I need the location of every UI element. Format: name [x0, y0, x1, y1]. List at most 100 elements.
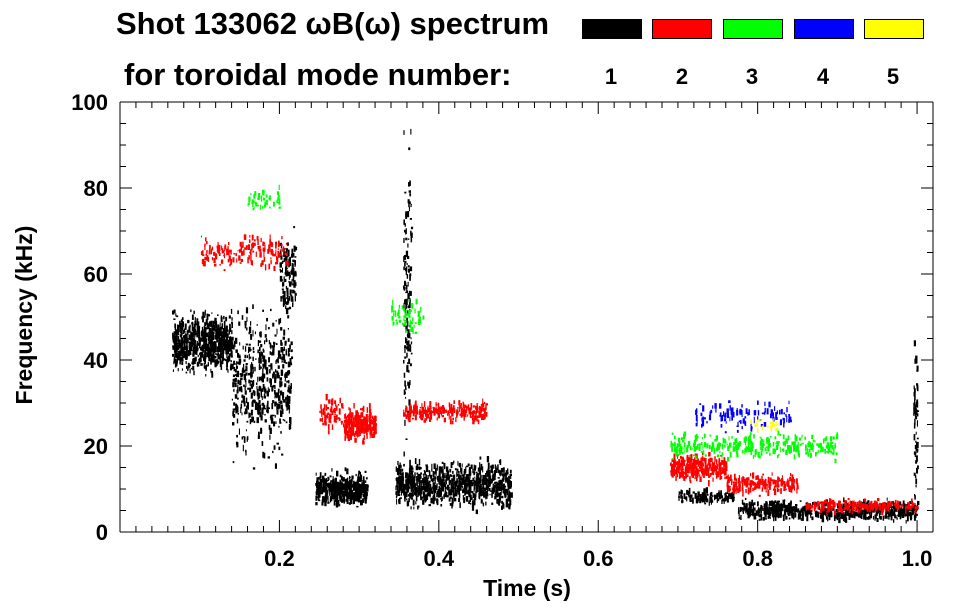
spectrum-point-n1-r7	[753, 507, 756, 511]
spectrum-point-n1-r1	[289, 344, 291, 350]
spectrum-point-n1-r7	[915, 513, 918, 516]
spectrum-point-n1-r3	[337, 487, 340, 493]
spectrum-point-n1-r4	[473, 466, 476, 471]
spectrum-point-n1-r4	[482, 479, 485, 485]
spectrum-point-n1-r1	[252, 347, 255, 351]
spectrum-point-n1-r0	[205, 327, 208, 330]
spectrum-point-n2-r2	[339, 397, 341, 404]
spectrum-point-n2-r5	[773, 485, 776, 491]
spectrum-point-n1-r6	[690, 494, 693, 498]
spectrum-point-n2-r4	[718, 464, 721, 469]
spectrum-point-n1-r7	[738, 516, 741, 519]
spectrum-point-n2-r1	[348, 423, 351, 429]
spectrum-point-n1-r4	[448, 479, 452, 484]
spectrum-point-n1-r1	[233, 363, 236, 365]
spectrum-point-n1-r1	[278, 446, 281, 451]
spectrum-point-n1-r1	[272, 450, 274, 454]
spectrum-point-n1-r0	[198, 337, 200, 341]
spectrum-point-n1-r4	[429, 488, 432, 493]
spectrum-point-n2-r0	[240, 246, 243, 248]
spectrum-point-n1-r0	[197, 328, 200, 333]
spectrum-point-n1-r3	[328, 489, 330, 496]
spectrum-point-n1-r4	[405, 492, 408, 498]
spectrum-point-n1-r6	[706, 498, 709, 502]
spectrum-point-n1-r1	[285, 401, 288, 406]
spectrum-point-n1-r1	[284, 341, 287, 346]
spectrum-point-n1-r0	[224, 329, 227, 332]
spectrum-point-n1-r1	[259, 351, 261, 358]
spectrum-point-n2-r5	[762, 481, 765, 487]
spectrum-point-n2-r0	[272, 253, 275, 257]
spectrum-point-n2-r4	[691, 474, 693, 477]
spectrum-point-n2-r1	[359, 426, 362, 430]
spectrum-point-n1-r4	[479, 456, 482, 460]
spectrum-point-n1-r6	[681, 500, 684, 503]
spectrum-point-n2-r4	[721, 471, 724, 474]
spectrum-point-n1-r1	[265, 369, 269, 375]
spectrum-point-n1-r4	[397, 494, 401, 496]
spectrum-point-n2-r1	[366, 433, 368, 439]
spectrum-point-n1-r1	[290, 383, 292, 389]
spectrum-point-n2-r3	[412, 417, 414, 420]
spectrum-point-n1-r4	[450, 462, 453, 469]
spectrum-point-n2-r0	[228, 242, 230, 246]
spectrum-point-n1-r4	[423, 474, 425, 481]
spectrum-point-n2-r0	[204, 246, 206, 251]
spectrum-point-n1-r4	[452, 486, 454, 491]
spectrum-point-n1-r0	[226, 360, 228, 367]
spectrum-point-n1-r1	[274, 396, 276, 399]
spectrum-point-n1-r0	[172, 332, 174, 337]
spectrum-point-n1-r1	[241, 412, 243, 416]
spectrum-point-n1-r2	[281, 262, 284, 264]
spectrum-point-n1-r4	[425, 495, 427, 497]
spectrum-point-n1-r3	[331, 482, 334, 487]
spectrum-point-n2-r2	[338, 408, 341, 415]
spectrum-point-n1-r6	[732, 496, 735, 501]
spectrum-point-n1-r0	[188, 346, 191, 350]
spectrum-point-n1-r7	[822, 513, 824, 520]
spectrum-point-n2-r1	[374, 428, 377, 435]
spectrum-point-n2-r3	[441, 406, 444, 412]
spectrum-point-n2-r1	[363, 427, 365, 432]
spectrum-point-n1-r0	[227, 333, 229, 339]
spectrum-point-n1-r7	[854, 512, 857, 516]
spectrum-point-n2-r3	[485, 403, 488, 406]
spectrum-point-n1-r4	[448, 489, 450, 496]
spectrum-point-n1-r5	[410, 337, 412, 340]
spectrum-point-n2-r4	[681, 469, 684, 475]
spectrum-point-n1-r0	[207, 343, 210, 346]
spectrum-point-n1-r4	[420, 472, 422, 475]
spectrum-point-n1-r4	[423, 495, 425, 501]
spectrum-point-n2-r2	[325, 393, 328, 401]
spectrum-point-n1-r4	[433, 491, 436, 498]
spectrum-point-n1-r3	[316, 477, 318, 483]
spectrum-point-n1-r1	[232, 411, 235, 417]
spectrum-point-n1-r4	[408, 498, 410, 503]
spectrum-point-n2-r5	[743, 479, 746, 485]
spectrum-point-n2-r3	[440, 410, 443, 415]
spectrum-point-n1-r1	[256, 385, 258, 390]
spectrum-point-n1-r5	[405, 384, 407, 390]
spectrum-point-n1-r4	[471, 482, 474, 485]
spectrum-point-n1-r4	[458, 475, 461, 479]
spectrum-point-n1-r4	[403, 463, 405, 467]
spectrum-point-n1-r4	[453, 491, 455, 496]
spectrum-point-n1-r0	[223, 315, 225, 320]
spectrum-point-n1-r3	[330, 484, 332, 489]
spectrum-point-n1-r4	[412, 489, 415, 493]
spectrum-point-n1-r1	[264, 407, 267, 410]
spectrum-point-n1-r1	[241, 315, 244, 320]
spectrum-point-n1-r4	[490, 465, 492, 469]
spectrum-point-n1-r0	[222, 351, 224, 358]
spectrum-point-n1-r4	[426, 478, 428, 482]
spectrum-point-n1-r7	[822, 511, 825, 515]
spectrum-point-n1-r3	[344, 479, 347, 483]
spectrum-point-n1-r0	[228, 351, 230, 355]
spectrum-point-n1-r0	[224, 339, 227, 344]
spectrum-point-n1-r1	[262, 348, 264, 352]
spectrum-point-n2-r5	[767, 489, 770, 492]
spectrum-point-n2-r1	[366, 407, 368, 413]
spectrum-point-n1-r0	[187, 362, 190, 369]
spectrum-point-n1-r5	[408, 382, 410, 385]
spectrum-point-n2-r4	[725, 464, 727, 467]
